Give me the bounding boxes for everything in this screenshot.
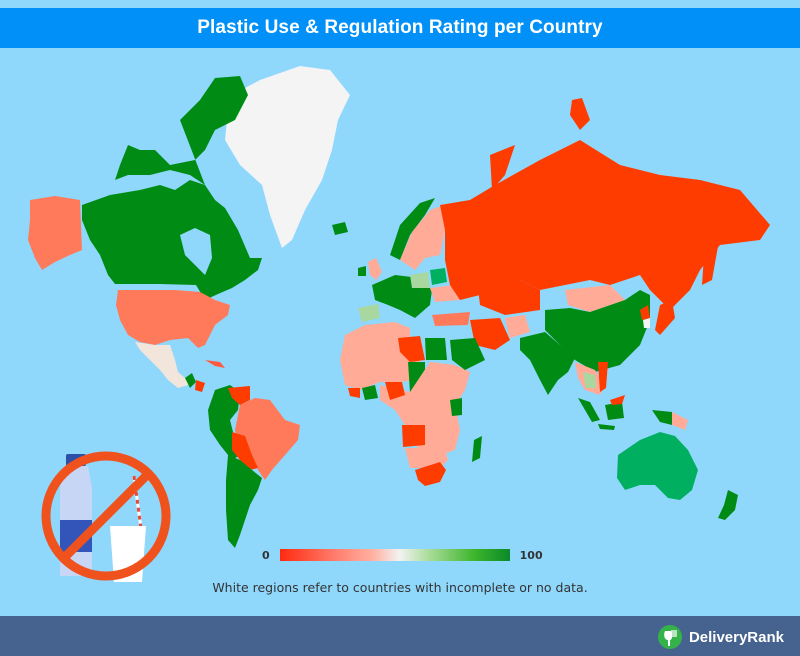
region-central-america[interactable] bbox=[185, 373, 196, 388]
region-png[interactable] bbox=[672, 412, 688, 430]
region-greenland[interactable] bbox=[225, 66, 350, 248]
region-canada[interactable] bbox=[82, 180, 262, 300]
legend-gradient-bar bbox=[279, 549, 510, 561]
region-australia[interactable] bbox=[617, 432, 698, 500]
region-mexico[interactable] bbox=[135, 342, 192, 388]
region-south-africa[interactable] bbox=[415, 462, 446, 486]
region-libya[interactable] bbox=[398, 336, 425, 362]
region-russia[interactable] bbox=[440, 140, 770, 310]
region-north-korea[interactable] bbox=[640, 305, 650, 320]
region-kenya[interactable] bbox=[450, 398, 462, 416]
region-poland[interactable] bbox=[410, 272, 430, 288]
color-legend: 0 100 bbox=[262, 546, 543, 564]
region-papua-west[interactable] bbox=[652, 410, 672, 425]
brand-logo[interactable]: DeliveryRank bbox=[657, 624, 784, 650]
region-angola[interactable] bbox=[402, 425, 425, 447]
region-belarus[interactable] bbox=[430, 268, 447, 285]
world-map bbox=[28, 66, 770, 548]
region-south-korea[interactable] bbox=[643, 318, 650, 328]
legend-min-label: 0 bbox=[262, 548, 270, 562]
region-afghanistan[interactable] bbox=[505, 315, 530, 338]
region-argentina-chile[interactable] bbox=[226, 455, 262, 548]
region-usa[interactable] bbox=[116, 290, 230, 348]
region-venezuela[interactable] bbox=[228, 386, 250, 405]
region-sweden-finland[interactable] bbox=[400, 205, 445, 270]
region-turkey[interactable] bbox=[432, 312, 470, 326]
region-malaysia[interactable] bbox=[610, 395, 625, 405]
region-uk[interactable] bbox=[368, 258, 382, 280]
fork-leaf-icon bbox=[657, 625, 682, 649]
region-saudi[interactable] bbox=[450, 338, 485, 370]
region-central-africa[interactable] bbox=[380, 362, 470, 455]
brand-name: DeliveryRank bbox=[688, 628, 784, 646]
region-ghana[interactable] bbox=[362, 385, 378, 400]
region-java[interactable] bbox=[598, 424, 615, 430]
region-nigeria[interactable] bbox=[385, 382, 405, 400]
page-title: Plastic Use & Regulation Rating per Coun… bbox=[197, 17, 603, 38]
no-plastic-icon bbox=[38, 448, 178, 584]
region-thailand[interactable] bbox=[583, 372, 596, 388]
region-mongolia[interactable] bbox=[565, 285, 625, 312]
region-liberia[interactable] bbox=[348, 388, 360, 398]
region-spain[interactable] bbox=[358, 304, 380, 322]
title-bar: Plastic Use & Regulation Rating per Coun… bbox=[0, 8, 800, 48]
hudson-bay bbox=[180, 228, 212, 275]
region-kamchatka[interactable] bbox=[702, 235, 720, 285]
region-ukraine[interactable] bbox=[430, 285, 460, 302]
region-norway[interactable] bbox=[390, 198, 435, 260]
region-bolivia[interactable] bbox=[232, 432, 258, 470]
region-vietnam[interactable] bbox=[598, 362, 608, 392]
region-madagascar[interactable] bbox=[472, 436, 482, 462]
region-svalbard[interactable] bbox=[570, 98, 590, 130]
region-alaska[interactable] bbox=[28, 196, 82, 270]
region-new-zealand[interactable] bbox=[718, 490, 738, 520]
region-honduras[interactable] bbox=[195, 380, 205, 392]
region-ireland[interactable] bbox=[358, 266, 366, 276]
region-borneo[interactable] bbox=[605, 402, 624, 420]
no-data-note: White regions refer to countries with in… bbox=[212, 580, 588, 595]
region-iran[interactable] bbox=[470, 318, 510, 350]
region-iceland[interactable] bbox=[332, 222, 348, 235]
region-egypt[interactable] bbox=[425, 338, 447, 360]
region-russia-north-islands[interactable] bbox=[490, 145, 515, 190]
region-canada-islands[interactable] bbox=[115, 76, 248, 185]
region-brazil[interactable] bbox=[235, 398, 300, 480]
region-kazakhstan[interactable] bbox=[478, 280, 540, 315]
region-sumatra[interactable] bbox=[578, 398, 600, 422]
region-japan[interactable] bbox=[655, 300, 675, 335]
footer-bar: DeliveryRank bbox=[0, 616, 800, 656]
region-cuba[interactable] bbox=[205, 360, 225, 368]
legend-max-label: 100 bbox=[519, 548, 543, 562]
region-china[interactable] bbox=[545, 290, 650, 372]
region-india[interactable] bbox=[520, 332, 575, 395]
